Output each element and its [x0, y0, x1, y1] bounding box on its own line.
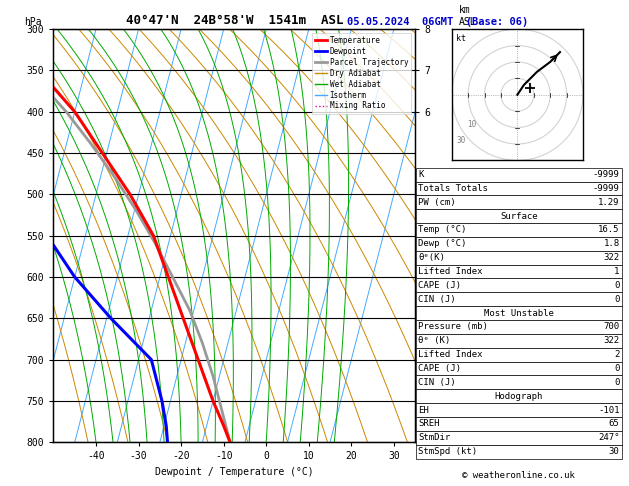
- Text: 0: 0: [614, 295, 620, 304]
- Text: -101: -101: [598, 405, 620, 415]
- Text: θᵉ(K): θᵉ(K): [418, 253, 445, 262]
- Text: 65: 65: [609, 419, 620, 429]
- X-axis label: Dewpoint / Temperature (°C): Dewpoint / Temperature (°C): [155, 467, 314, 477]
- Text: Pressure (mb): Pressure (mb): [418, 322, 488, 331]
- Text: SREH: SREH: [418, 419, 440, 429]
- Text: 05.05.2024  06GMT  (Base: 06): 05.05.2024 06GMT (Base: 06): [347, 17, 528, 27]
- Text: θᵉ (K): θᵉ (K): [418, 336, 450, 346]
- Text: LCL: LCL: [423, 322, 438, 331]
- Title: 40°47'N  24B°58'W  1541m  ASL: 40°47'N 24B°58'W 1541m ASL: [126, 14, 343, 27]
- Text: PW (cm): PW (cm): [418, 198, 456, 207]
- Text: km
ASL: km ASL: [459, 5, 476, 27]
- Text: CIN (J): CIN (J): [418, 378, 456, 387]
- Text: 0: 0: [614, 364, 620, 373]
- Text: Dewp (°C): Dewp (°C): [418, 239, 467, 248]
- Text: kt: kt: [455, 35, 465, 43]
- Text: 322: 322: [603, 336, 620, 346]
- Text: 30: 30: [457, 136, 466, 145]
- Text: -9999: -9999: [593, 184, 620, 193]
- Text: -9999: -9999: [593, 170, 620, 179]
- Text: CIN (J): CIN (J): [418, 295, 456, 304]
- Text: Totals Totals: Totals Totals: [418, 184, 488, 193]
- Text: K: K: [418, 170, 424, 179]
- Legend: Temperature, Dewpoint, Parcel Trajectory, Dry Adiabat, Wet Adiabat, Isotherm, Mi: Temperature, Dewpoint, Parcel Trajectory…: [312, 33, 411, 114]
- Text: 1.8: 1.8: [603, 239, 620, 248]
- Text: CAPE (J): CAPE (J): [418, 281, 461, 290]
- Text: 16.5: 16.5: [598, 226, 620, 235]
- Text: 322: 322: [603, 253, 620, 262]
- Text: 2: 2: [614, 350, 620, 359]
- Text: 0: 0: [614, 378, 620, 387]
- Text: 1: 1: [614, 267, 620, 276]
- Text: StmSpd (kt): StmSpd (kt): [418, 447, 477, 456]
- Text: © weatheronline.co.uk: © weatheronline.co.uk: [462, 471, 576, 480]
- Text: hPa: hPa: [25, 17, 42, 27]
- Text: 30: 30: [609, 447, 620, 456]
- Text: Hodograph: Hodograph: [495, 392, 543, 401]
- Text: Surface: Surface: [500, 211, 538, 221]
- Text: 247°: 247°: [598, 433, 620, 442]
- Text: 1.29: 1.29: [598, 198, 620, 207]
- Text: CAPE (J): CAPE (J): [418, 364, 461, 373]
- Text: StmDir: StmDir: [418, 433, 450, 442]
- Text: Temp (°C): Temp (°C): [418, 226, 467, 235]
- Text: Lifted Index: Lifted Index: [418, 267, 483, 276]
- Y-axis label: Mixing Ratio (g/kg): Mixing Ratio (g/kg): [432, 185, 441, 287]
- Text: 10: 10: [467, 120, 476, 129]
- Text: 0: 0: [614, 281, 620, 290]
- Text: Most Unstable: Most Unstable: [484, 309, 554, 318]
- Text: EH: EH: [418, 405, 429, 415]
- Text: 700: 700: [603, 322, 620, 331]
- Text: Lifted Index: Lifted Index: [418, 350, 483, 359]
